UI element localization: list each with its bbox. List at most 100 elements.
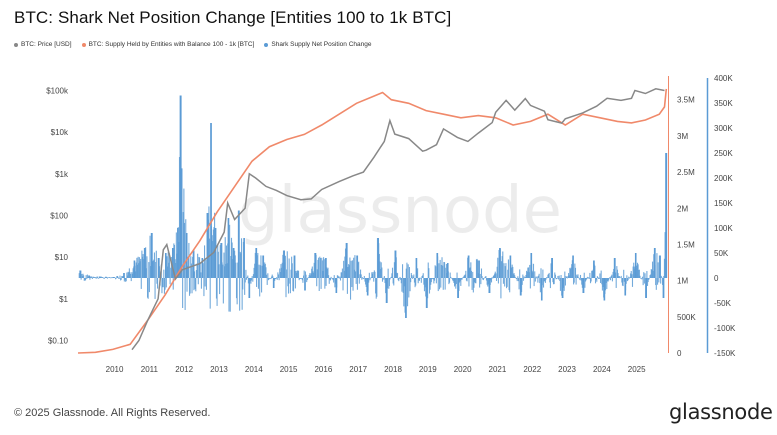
net-position-bar	[177, 228, 179, 278]
net-position-bar	[243, 238, 245, 278]
net-position-bar	[467, 257, 469, 278]
net-position-bar	[88, 275, 91, 278]
net-position-bar	[599, 273, 601, 278]
net-position-bar	[576, 276, 578, 278]
net-position-bar	[511, 264, 513, 278]
net-position-bar	[304, 271, 306, 278]
net-position-bar	[168, 253, 171, 278]
net-position-bar	[346, 243, 348, 278]
net-position-bar	[632, 266, 634, 278]
net-position-bar	[368, 272, 370, 278]
right-axis-net-tick-label: 0	[714, 274, 719, 283]
net-position-bar	[412, 276, 414, 278]
right-axis-net-tick-label: 400K	[714, 74, 733, 83]
legend-item-net-position[interactable]: Shark Supply Net Position Change	[264, 41, 371, 48]
net-position-bar	[206, 213, 209, 278]
net-position-bar	[438, 263, 440, 278]
net-position-bar	[578, 278, 580, 279]
net-position-bar	[80, 278, 82, 280]
net-position-bar	[530, 253, 533, 278]
net-position-bar	[256, 278, 258, 287]
net-position-bar	[120, 278, 122, 280]
net-position-bar	[341, 268, 343, 278]
x-axis-tick-label: 2017	[349, 365, 367, 374]
net-position-bar	[630, 273, 632, 278]
net-position-bar	[536, 277, 538, 279]
net-position-bar	[241, 278, 243, 310]
net-position-bar	[478, 260, 480, 278]
net-position-bar	[178, 242, 180, 278]
net-position-bar	[111, 277, 113, 279]
net-position-bar	[135, 262, 137, 278]
glassnode-logo[interactable]: glassnode	[669, 400, 773, 424]
net-position-bar	[164, 278, 166, 290]
net-position-bar	[280, 264, 282, 278]
net-position-bar	[484, 277, 486, 279]
net-position-bar	[300, 278, 302, 279]
net-position-bar	[218, 264, 220, 278]
net-position-bar	[299, 278, 301, 280]
net-position-bar	[552, 278, 555, 285]
net-position-bar	[211, 235, 213, 278]
net-position-bar	[431, 278, 433, 280]
net-position-bar	[343, 260, 345, 278]
net-position-bar	[437, 278, 439, 292]
legend-item-price[interactable]: BTC: Price [USD]	[14, 41, 72, 48]
watermark-text: glassnode	[238, 174, 562, 248]
net-position-bar	[153, 252, 155, 278]
net-position-bar	[330, 276, 332, 278]
net-position-bar	[99, 276, 102, 278]
net-position-bar	[106, 278, 108, 279]
net-position-bar	[333, 275, 335, 278]
net-position-bar	[599, 278, 602, 283]
net-position-bar	[163, 269, 165, 278]
legend-item-supply[interactable]: BTC: Supply Held by Entities with Balanc…	[81, 41, 255, 48]
net-position-bar	[494, 271, 496, 278]
net-position-bar	[380, 269, 382, 278]
net-position-bar	[301, 278, 303, 281]
net-position-bar	[325, 258, 327, 278]
net-position-bar	[296, 272, 298, 278]
net-position-bar	[393, 278, 395, 286]
net-position-bar	[660, 278, 662, 284]
net-position-bar	[550, 263, 552, 278]
net-position-bar	[110, 277, 112, 278]
net-position-bar	[585, 278, 587, 281]
legend-label-supply: BTC: Supply Held by Entities with Balanc…	[88, 41, 255, 48]
net-position-bar	[153, 259, 155, 278]
net-position-bar	[624, 278, 627, 296]
net-position-bar	[462, 277, 464, 279]
net-position-bar	[502, 278, 504, 284]
net-position-bar	[497, 278, 499, 284]
net-position-bar	[265, 267, 267, 278]
net-position-bar	[540, 278, 543, 301]
net-position-bar	[566, 277, 568, 278]
net-position-bar	[664, 232, 666, 278]
net-position-bar	[456, 272, 458, 278]
net-position-bar	[559, 278, 561, 291]
net-position-bar	[117, 276, 119, 278]
net-position-bar	[496, 266, 498, 278]
net-position-bar	[567, 276, 569, 278]
net-position-bar	[584, 278, 587, 282]
net-position-bar	[398, 278, 400, 279]
net-position-bar	[291, 256, 293, 278]
net-position-bar	[302, 278, 304, 283]
net-position-bar	[480, 268, 483, 278]
net-position-bar	[563, 278, 565, 291]
right-axis-net-tick-label: -150K	[714, 349, 736, 358]
net-position-bar	[490, 278, 493, 283]
net-position-bar	[586, 276, 588, 278]
net-position-bar	[522, 278, 525, 281]
net-position-bar	[123, 278, 125, 282]
net-position-bar	[393, 262, 395, 278]
net-position-bar	[138, 257, 140, 278]
net-position-bar	[665, 153, 668, 278]
net-position-bar	[310, 273, 312, 278]
x-axis-tick-label: 2013	[210, 365, 228, 374]
net-position-bar	[121, 275, 123, 278]
net-position-bar	[223, 252, 225, 278]
net-position-bar	[142, 254, 144, 278]
net-position-bar	[292, 278, 295, 292]
net-position-bar	[630, 270, 632, 278]
